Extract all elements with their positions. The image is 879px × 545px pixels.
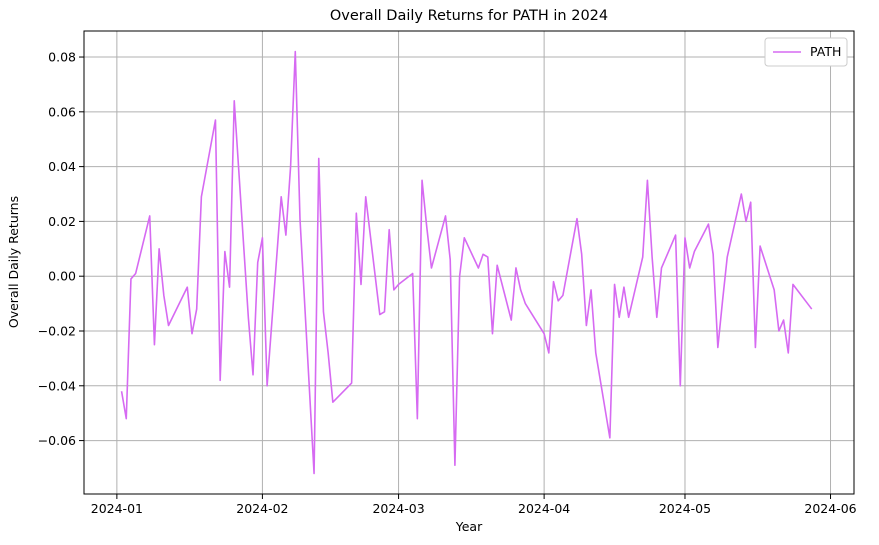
plot-area — [84, 31, 854, 494]
y-tick-label: 0.02 — [48, 214, 76, 229]
y-tick-label: 0.04 — [48, 159, 76, 174]
y-axis: −0.06 −0.04 −0.02 0.00 0.02 0.04 0.06 0.08 — [38, 50, 84, 448]
legend-label: PATH — [810, 44, 841, 59]
series-layer — [120, 50, 813, 475]
y-tick-label: −0.02 — [38, 323, 76, 338]
plot-frame — [83, 30, 855, 495]
series-line-path — [120, 50, 813, 475]
x-tick-label: 2024-01 — [91, 501, 143, 516]
y-tick-label: −0.04 — [38, 378, 76, 393]
x-axis-label: Year — [455, 519, 483, 534]
x-tick-label: 2024-06 — [804, 501, 856, 516]
chart-title: Overall Daily Returns for PATH in 2024 — [330, 8, 608, 24]
y-tick-label: 0.08 — [48, 50, 76, 65]
legend-box — [764, 37, 848, 67]
x-tick-label: 2024-05 — [659, 501, 711, 516]
y-tick-label: 0.06 — [48, 104, 76, 119]
y-axis-label: Overall Daily Returns — [6, 196, 21, 328]
x-tick-label: 2024-03 — [372, 501, 424, 516]
x-axis: 2024-01 2024-02 2024-03 2024-04 2024-05 2024-… — [91, 494, 857, 516]
x-tick-label: 2024-04 — [518, 501, 570, 516]
x-tick-label: 2024-02 — [236, 501, 288, 516]
legend: PATH — [764, 37, 848, 67]
y-tick-label: 0.00 — [48, 269, 76, 284]
y-tick-label: −0.06 — [38, 433, 76, 448]
